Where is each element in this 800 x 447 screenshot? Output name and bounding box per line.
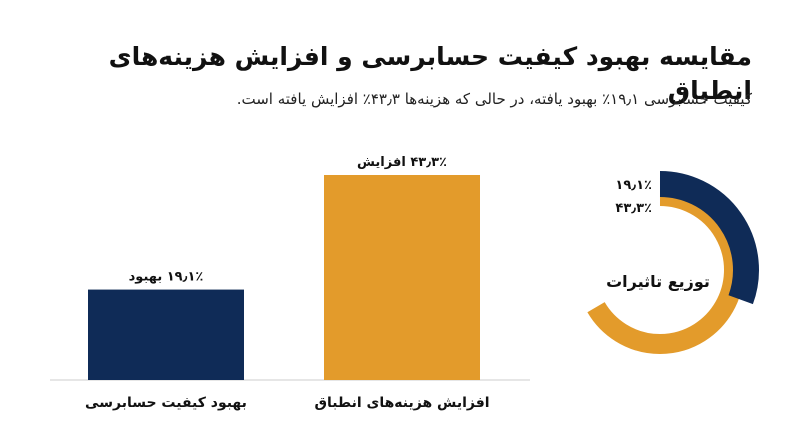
bar-compliance-costs [324, 175, 480, 380]
bar-data-label-compliance-costs: ۴۳٫۳٪ افزایش [357, 155, 447, 170]
bar-audit-quality [88, 289, 244, 380]
bar-data-label-audit-quality: ۱۹٫۱٪ بهبود [129, 270, 204, 285]
category-label-compliance-costs: افزایش هزینه‌های انطباق [314, 395, 489, 411]
chart-title: مقایسه بهبود کیفیت حسابرسی و افزایش هزین… [108, 42, 752, 105]
category-label-audit-quality: بهبود کیفیت حسابرسی [85, 395, 247, 411]
chart-subtitle: کیفیت حسابرسی ۱۹٫۱٪ بهبود یافته، در حالی… [236, 90, 752, 108]
